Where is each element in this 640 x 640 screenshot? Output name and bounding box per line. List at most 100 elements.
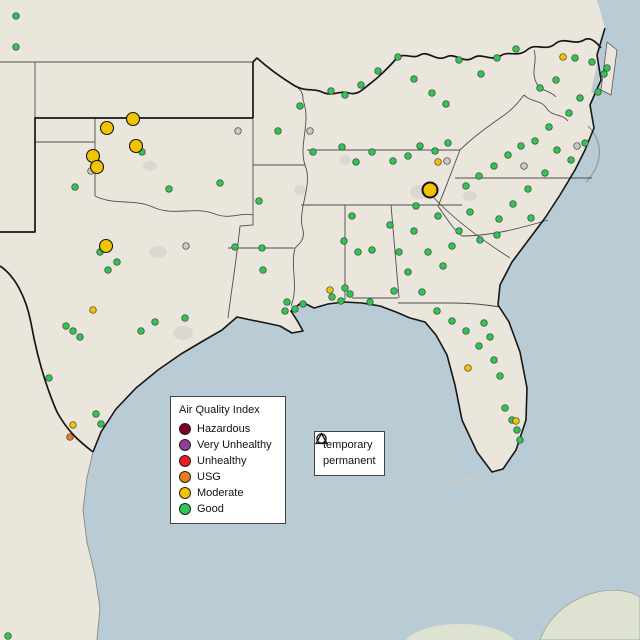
station-marker[interactable] [552, 76, 560, 84]
station-marker[interactable] [428, 89, 436, 97]
station-marker[interactable] [182, 242, 190, 250]
station-marker[interactable] [567, 156, 575, 164]
station-marker[interactable] [258, 244, 266, 252]
station-marker[interactable] [374, 67, 382, 75]
station-marker[interactable] [448, 242, 456, 250]
station-marker[interactable] [340, 237, 348, 245]
station-marker[interactable] [354, 248, 362, 256]
station-marker[interactable] [69, 327, 77, 335]
station-marker[interactable] [433, 307, 441, 315]
station-marker[interactable] [306, 127, 314, 135]
station-marker[interactable] [137, 327, 145, 335]
station-marker[interactable] [495, 215, 503, 223]
station-marker[interactable] [89, 306, 97, 314]
station-marker[interactable] [477, 70, 485, 78]
station-marker[interactable] [431, 147, 439, 155]
station-marker[interactable] [255, 197, 263, 205]
station-marker[interactable] [541, 169, 549, 177]
station-marker[interactable] [386, 221, 394, 229]
station-marker[interactable] [520, 162, 528, 170]
station-marker[interactable] [448, 317, 456, 325]
station-marker[interactable] [524, 185, 532, 193]
station-marker[interactable] [181, 314, 189, 322]
station-marker[interactable] [309, 148, 317, 156]
station-marker[interactable] [444, 139, 452, 147]
station-marker[interactable] [509, 200, 517, 208]
station-marker[interactable] [421, 181, 439, 199]
station-marker[interactable] [76, 333, 84, 341]
station-marker[interactable] [366, 298, 374, 306]
station-marker[interactable] [404, 152, 412, 160]
station-marker[interactable] [476, 236, 484, 244]
station-marker[interactable] [513, 426, 521, 434]
station-marker[interactable] [594, 88, 602, 96]
station-marker[interactable] [89, 159, 105, 175]
station-marker[interactable] [231, 243, 239, 251]
station-marker[interactable] [338, 143, 346, 151]
station-marker[interactable] [62, 322, 70, 330]
station-marker[interactable] [512, 417, 520, 425]
station-marker[interactable] [490, 356, 498, 364]
station-marker[interactable] [125, 111, 141, 127]
station-marker[interactable] [92, 410, 100, 418]
station-marker[interactable] [517, 142, 525, 150]
station-marker[interactable] [234, 127, 242, 135]
station-marker[interactable] [281, 307, 289, 315]
station-marker[interactable] [12, 43, 20, 51]
station-marker[interactable] [486, 333, 494, 341]
station-marker[interactable] [274, 127, 282, 135]
station-marker[interactable] [434, 158, 442, 166]
station-marker[interactable] [576, 94, 584, 102]
station-marker[interactable] [464, 364, 472, 372]
station-marker[interactable] [69, 421, 77, 429]
station-marker[interactable] [71, 183, 79, 191]
station-marker[interactable] [531, 137, 539, 145]
station-marker[interactable] [368, 148, 376, 156]
station-marker[interactable] [4, 632, 12, 640]
station-marker[interactable] [424, 248, 432, 256]
station-marker[interactable] [259, 266, 267, 274]
station-marker[interactable] [527, 214, 535, 222]
station-marker[interactable] [545, 123, 553, 131]
station-marker[interactable] [296, 102, 304, 110]
station-marker[interactable] [501, 404, 509, 412]
station-marker[interactable] [571, 54, 579, 62]
station-marker[interactable] [442, 100, 450, 108]
station-marker[interactable] [341, 91, 349, 99]
station-marker[interactable] [410, 227, 418, 235]
station-marker[interactable] [434, 212, 442, 220]
station-marker[interactable] [475, 342, 483, 350]
station-marker[interactable] [346, 290, 354, 298]
station-marker[interactable] [128, 138, 144, 154]
station-marker[interactable] [588, 58, 596, 66]
station-marker[interactable] [600, 70, 608, 78]
station-marker[interactable] [368, 246, 376, 254]
station-marker[interactable] [516, 436, 524, 444]
station-marker[interactable] [412, 202, 420, 210]
station-marker[interactable] [410, 75, 418, 83]
station-marker[interactable] [97, 420, 105, 428]
station-marker[interactable] [341, 284, 349, 292]
station-marker[interactable] [496, 372, 504, 380]
station-marker[interactable] [165, 185, 173, 193]
station-marker[interactable] [565, 109, 573, 117]
station-marker[interactable] [404, 268, 412, 276]
station-marker[interactable] [151, 318, 159, 326]
station-marker[interactable] [328, 293, 336, 301]
station-marker[interactable] [394, 53, 402, 61]
station-marker[interactable] [603, 64, 611, 72]
station-marker[interactable] [462, 327, 470, 335]
station-marker[interactable] [357, 81, 365, 89]
station-marker[interactable] [418, 288, 426, 296]
station-marker[interactable] [439, 262, 447, 270]
station-marker[interactable] [455, 56, 463, 64]
station-marker[interactable] [291, 305, 299, 313]
station-marker[interactable] [348, 212, 356, 220]
station-marker[interactable] [455, 227, 463, 235]
station-marker[interactable] [352, 158, 360, 166]
station-marker[interactable] [113, 258, 121, 266]
station-marker[interactable] [443, 157, 451, 165]
station-marker[interactable] [512, 45, 520, 53]
station-marker[interactable] [283, 298, 291, 306]
station-marker[interactable] [480, 319, 488, 327]
